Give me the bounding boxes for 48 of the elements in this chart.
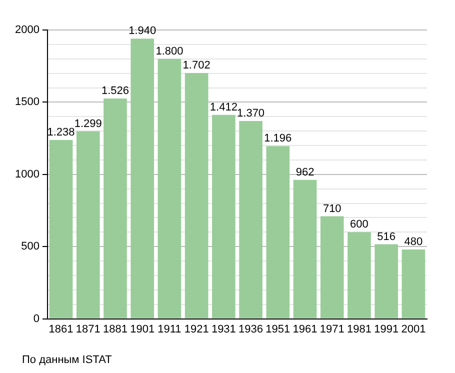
bar	[293, 180, 317, 318]
x-tick-label: 1901	[130, 323, 155, 336]
data-label: 1.299	[74, 118, 102, 130]
data-label: 1.238	[47, 126, 75, 139]
x-tick-label: 1936	[238, 323, 264, 336]
bar	[130, 38, 154, 318]
x-tick-label: 1861	[48, 323, 74, 336]
bar	[402, 249, 426, 318]
data-label: 1.940	[128, 25, 156, 38]
bar	[348, 232, 371, 318]
x-tick-label: 2001	[401, 323, 426, 336]
y-tick-label: 2000	[14, 24, 40, 36]
text: По данным ISTAT	[22, 354, 113, 366]
bar	[239, 120, 262, 318]
data-label: 1.412	[210, 101, 238, 114]
bar	[158, 58, 182, 318]
data-label: 1.526	[101, 84, 130, 97]
data-label: 1.702	[182, 60, 210, 72]
data-label: 516	[377, 230, 396, 243]
x-tick-label: 1981	[346, 323, 372, 336]
y-tick-label: 500	[21, 240, 40, 253]
x-tick-label: 1971	[320, 323, 344, 336]
y-tick-label: 1500	[14, 96, 40, 108]
x-tick-label: 1961	[292, 323, 318, 336]
x-tick-label: 1951	[266, 323, 290, 336]
data-label: 480	[404, 236, 423, 248]
bar	[212, 114, 236, 318]
bar	[320, 216, 344, 318]
x-tick-label: 1991	[374, 323, 399, 336]
x-tick-label: 1931	[211, 323, 236, 336]
bar	[104, 98, 127, 318]
data-label: 962	[296, 166, 314, 178]
data-label: 1.800	[156, 45, 184, 58]
y-tick-label: 1000	[14, 168, 40, 180]
data-label: 1.196	[264, 132, 292, 145]
bar	[184, 73, 208, 318]
bar	[266, 146, 290, 318]
bar	[49, 140, 73, 318]
x-tick-label: 1921	[184, 323, 209, 336]
x-tick-label: 1911	[158, 323, 182, 336]
bar	[374, 244, 398, 318]
data-label: 710	[322, 202, 342, 215]
data-label: 600	[350, 218, 368, 231]
bar	[76, 131, 100, 318]
x-tick-label: 1881	[103, 323, 128, 336]
data-label: 1.370	[237, 108, 265, 120]
x-tick-label: 1871	[76, 323, 100, 336]
y-tick-label: 0	[33, 312, 40, 325]
